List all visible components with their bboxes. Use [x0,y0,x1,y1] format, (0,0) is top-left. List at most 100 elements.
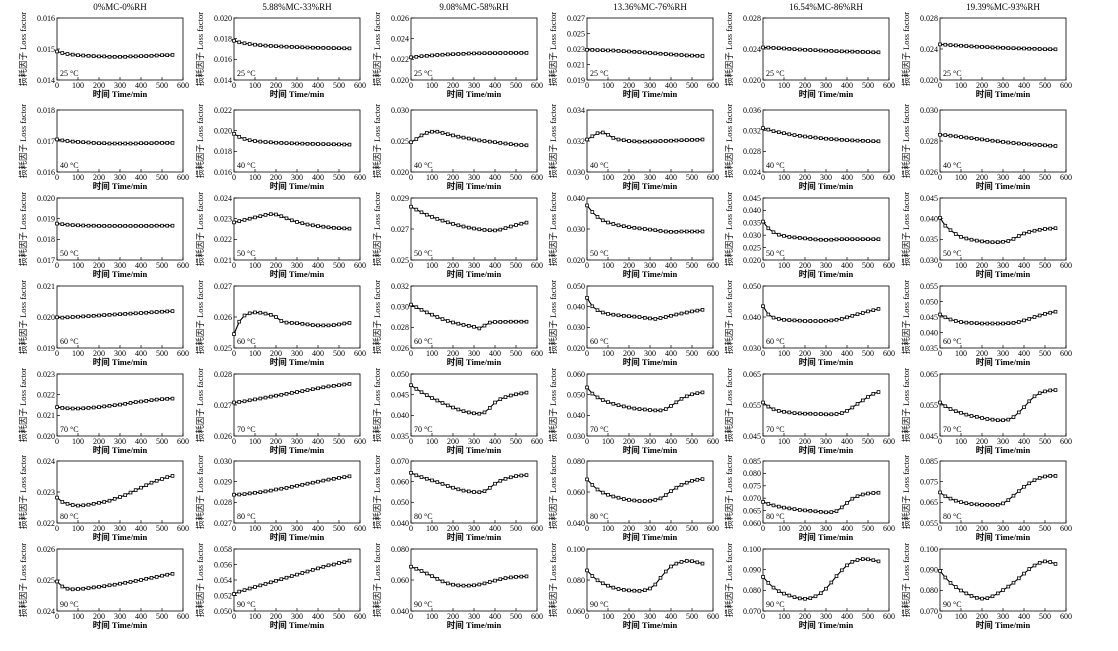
data-point [263,395,268,400]
data-point [648,586,652,591]
data-point [1037,227,1042,232]
data-point [91,54,96,58]
x-tick-label: 100 [249,349,261,358]
y-tick-label: 0.032 [391,282,409,291]
temperature-label: 50 °C [590,249,609,258]
x-tick-label: 200 [799,524,811,533]
x-tick-label: 300 [114,173,126,182]
x-axis-label: 时间 Time/min [623,445,678,455]
data-point [766,312,771,317]
data-point [766,45,771,50]
x-tick-label: 500 [1039,349,1051,358]
temperature-label: 50 °C [766,249,785,258]
x-tick-label: 200 [623,81,635,90]
data-point [990,502,995,507]
data-point [1053,562,1058,566]
x-tick-label: 300 [644,81,656,90]
x-axis-label: 时间 Time/min [623,357,678,367]
data-point [855,494,860,498]
data-point [813,594,818,599]
x-tick-label: 600 [883,524,895,533]
data-point [284,141,289,145]
x-tick-label: 400 [489,612,501,621]
x-tick-label: 400 [312,261,324,270]
data-point [1043,389,1047,394]
data-point [430,215,434,219]
data-point [493,578,497,583]
temperature-label: 70 °C [766,425,785,434]
data-point [943,133,948,137]
data-point [695,54,700,58]
y-axis-label: 损耗因子 Loss factor [195,368,205,442]
data-point [300,571,305,575]
data-point [414,387,419,391]
column-title: 19.39%MC-93%RH [966,2,1040,12]
data-point [876,307,881,311]
data-point [606,400,610,404]
data-point [595,395,600,400]
data-point [487,320,492,325]
temperature-label: 70 °C [943,425,962,434]
y-tick-label: 0.060 [391,477,409,486]
data-point [81,223,86,228]
data-point [305,141,310,146]
temperature-label: 90 °C [60,600,79,609]
data-point [959,43,963,48]
data-point [824,412,828,417]
data-point [97,405,101,409]
data-point [242,41,247,46]
data-point [622,404,626,409]
data-point [840,411,844,415]
data-point [985,417,990,421]
data-point [616,495,621,500]
x-tick-label: 300 [820,81,832,90]
data-point [482,51,487,55]
data-point [601,490,605,495]
data-point [787,593,792,598]
data-point [850,49,855,54]
x-tick-label: 400 [841,524,853,533]
data-point [866,395,870,399]
temperature-label: 40 °C [414,161,433,170]
data-point [674,138,679,143]
data-point [1006,46,1011,50]
data-point [803,48,807,52]
data-point [409,470,413,475]
data-point [347,46,352,51]
x-tick-label: 0 [409,524,413,533]
data-point [829,510,834,514]
y-axis-label: 损耗因子 Loss factor [548,455,558,529]
data-point [274,579,278,583]
x-tick-label: 200 [93,261,105,270]
data-point [498,577,503,581]
data-point [445,132,450,137]
data-point [792,318,797,323]
y-tick-label: 0.045 [391,390,409,399]
data-point [337,226,341,231]
data-point [834,509,839,513]
x-tick-label: 200 [976,612,988,621]
x-tick-label: 100 [602,173,614,182]
data-point [414,207,419,212]
data-point [1043,312,1047,316]
x-tick-label: 600 [883,173,895,182]
data-point [107,312,112,317]
x-tick-label: 200 [447,81,459,90]
data-point [876,390,881,394]
data-point [643,499,647,503]
y-tick-label: 0.030 [567,168,585,177]
data-point [263,43,268,48]
y-tick-label: 0.032 [567,137,585,146]
data-point [1001,140,1005,144]
data-point [658,408,663,413]
x-axis-label: 时间 Time/min [799,357,854,367]
data-point [445,484,450,488]
data-point [954,134,958,139]
data-point [766,226,771,231]
x-tick-label: 200 [93,81,105,90]
data-point [342,46,347,51]
data-point [97,224,101,228]
data-point [466,136,471,141]
data-point [289,45,294,49]
data-point [829,580,834,585]
